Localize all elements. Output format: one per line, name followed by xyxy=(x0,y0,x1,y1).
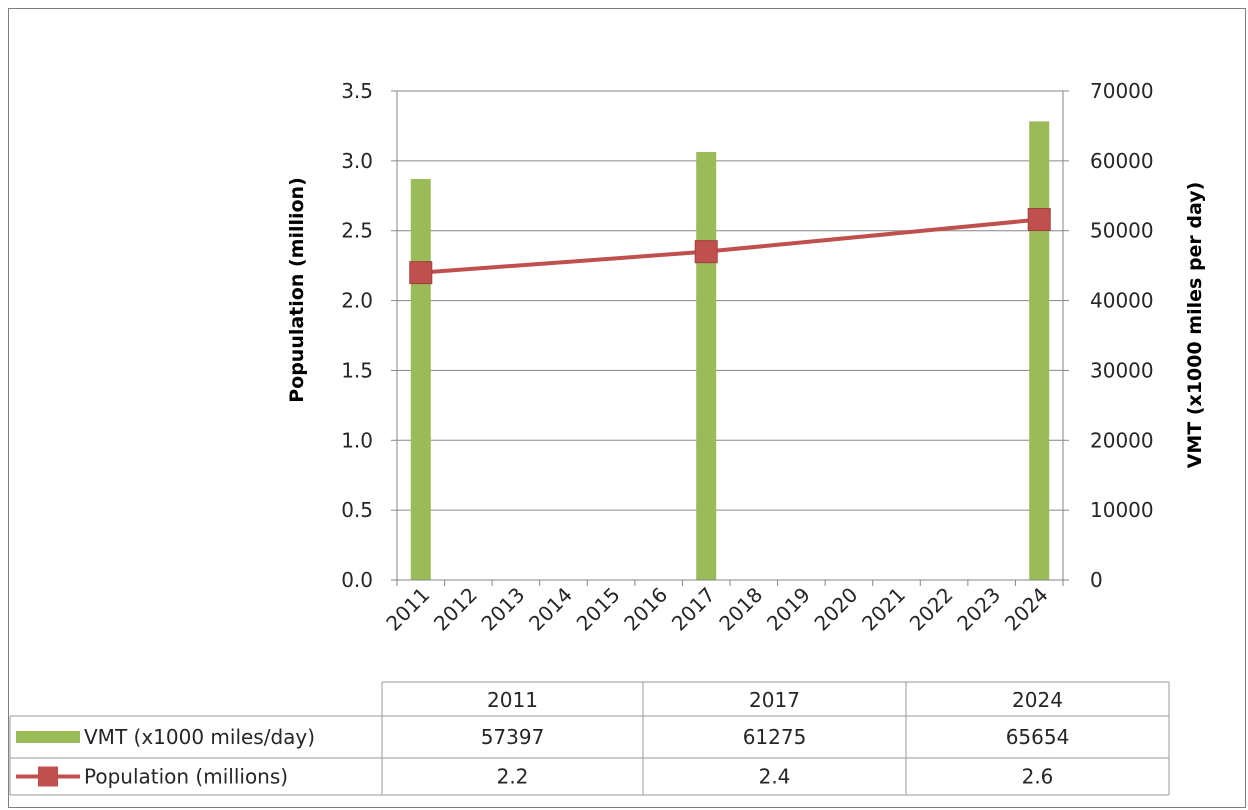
x-tick-label: 2022 xyxy=(905,583,958,636)
y-tick-label: 3.0 xyxy=(341,149,373,173)
table-header: 2011 xyxy=(487,688,538,712)
y-tick-label: 1.5 xyxy=(341,358,373,382)
table-row-label: Population (millions) xyxy=(84,765,288,789)
population-legend-marker xyxy=(38,766,58,787)
table-header: 2024 xyxy=(1012,688,1063,712)
y2-tick-label: 50000 xyxy=(1090,219,1154,243)
population-marker xyxy=(1027,208,1051,232)
population-line xyxy=(409,208,1051,285)
population-marker xyxy=(694,240,718,264)
data-table: 2011 2017 2024 VMT (x1000 miles/day) 57397 61… xyxy=(9,681,1170,796)
x-tick-label: 2013 xyxy=(476,583,529,636)
table-cell: 65654 xyxy=(1006,725,1070,749)
x-tick-label: 2014 xyxy=(524,583,577,636)
table-cell: 57397 xyxy=(481,725,545,749)
vmt-bar xyxy=(1029,121,1050,580)
y2-tick-label: 70000 xyxy=(1090,79,1154,103)
vmt-bar xyxy=(696,151,717,580)
y2-axis-title: VMT (x1000 miles per day) xyxy=(1184,182,1206,469)
table-header: 2017 xyxy=(749,688,800,712)
population-marker xyxy=(409,261,433,285)
gridlines xyxy=(397,90,1063,511)
y2-tick-label: 60000 xyxy=(1090,149,1154,173)
y-tick-label: 3.5 xyxy=(341,79,373,103)
y2-tick-label: 30000 xyxy=(1090,358,1154,382)
vmt-bars xyxy=(410,121,1050,580)
chart-frame xyxy=(8,8,1246,808)
y2-tick-label: 10000 xyxy=(1090,498,1154,522)
axes xyxy=(391,90,1069,586)
table-cell: 2.6 xyxy=(1022,765,1054,789)
population-line-path xyxy=(420,217,1040,275)
x-tick-label: 2019 xyxy=(762,583,815,636)
y-tick-label: 2.5 xyxy=(341,219,373,243)
vmt-legend-key xyxy=(16,731,80,743)
x-tick-label: 2021 xyxy=(857,583,910,636)
y-tick-label: 0.5 xyxy=(341,498,373,522)
vmt-bar xyxy=(410,179,431,580)
x-tick-label: 2023 xyxy=(952,583,1005,636)
table-cell: 2.2 xyxy=(497,765,529,789)
x-tick-label: 2015 xyxy=(572,583,625,636)
x-tick-label: 2018 xyxy=(714,583,767,636)
y-axis-title: Popuulation (million) xyxy=(286,177,308,403)
y2-tick-label: 40000 xyxy=(1090,289,1154,313)
y-tick-label: 0.0 xyxy=(341,568,373,592)
x-tick-label: 2024 xyxy=(1000,583,1053,636)
table-cell: 61275 xyxy=(743,725,807,749)
x-tick-label: 2012 xyxy=(429,583,482,636)
x-tick-label: 2017 xyxy=(667,583,720,636)
y2-tick-label: 20000 xyxy=(1090,428,1154,452)
y-tick-label: 1.0 xyxy=(341,428,373,452)
x-tick-label: 2016 xyxy=(619,583,672,636)
table-row-label: VMT (x1000 miles/day) xyxy=(84,725,315,749)
y-tick-label: 2.0 xyxy=(341,289,373,313)
x-tick-label: 2020 xyxy=(809,583,862,636)
x-tick-label: 2011 xyxy=(381,583,434,636)
table-cell: 2.4 xyxy=(759,765,791,789)
y2-tick-label: 0 xyxy=(1090,568,1103,592)
